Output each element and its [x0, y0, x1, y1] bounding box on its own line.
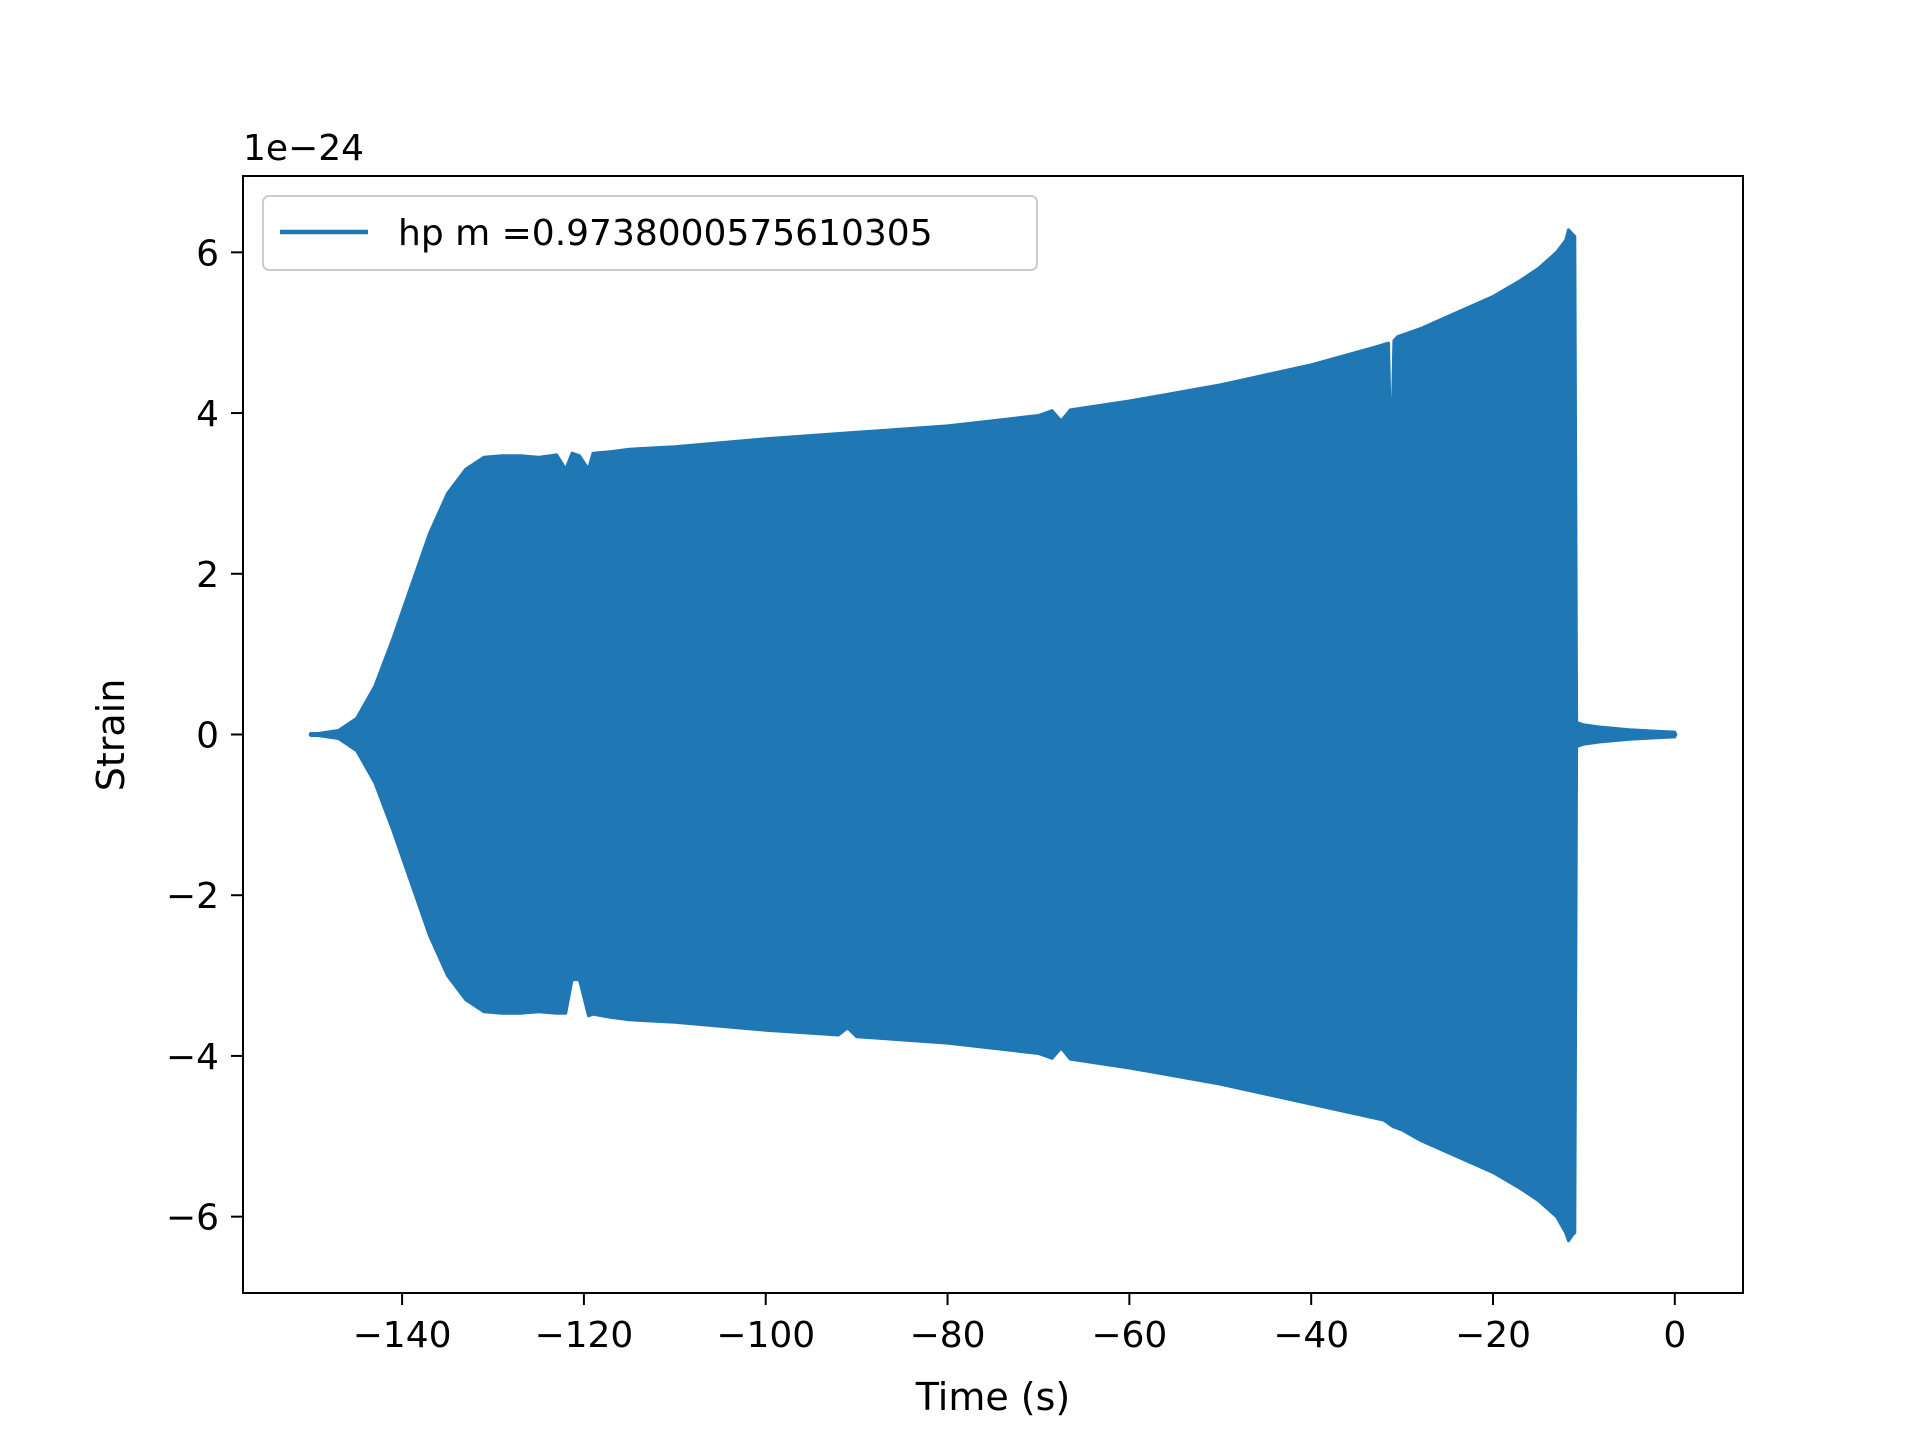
- legend-box: [262, 195, 1038, 271]
- x-tick-label: −20: [1455, 1315, 1531, 1356]
- x-tick-label: −140: [353, 1315, 452, 1356]
- y-tick-label: 0: [196, 716, 219, 757]
- y-axis-label: Strain: [89, 679, 133, 792]
- x-tick-label: −120: [534, 1315, 633, 1356]
- legend-entry-label: hp m =0.9738000575610305: [398, 213, 933, 254]
- y-axis-scale-offset: 1e−24: [243, 128, 364, 169]
- x-axis-ticks: −140 −120 −100 −80 −60 −40 −20 0: [353, 1293, 1686, 1356]
- x-tick-label: −100: [716, 1315, 815, 1356]
- x-tick-label: 0: [1663, 1315, 1686, 1356]
- plot-area: [308, 228, 1678, 1243]
- y-tick-label: −4: [166, 1037, 219, 1078]
- x-tick-label: −80: [910, 1315, 986, 1356]
- x-tick-label: −40: [1273, 1315, 1349, 1356]
- x-tick-label: −60: [1091, 1315, 1167, 1356]
- y-axis-ticks: −6 −4 −2 0 2 4 6: [166, 233, 243, 1239]
- y-tick-label: 4: [196, 394, 219, 435]
- legend: hp m =0.9738000575610305: [262, 195, 1038, 271]
- y-tick-label: −2: [166, 876, 219, 917]
- y-tick-label: −6: [166, 1198, 219, 1239]
- y-tick-label: 2: [196, 555, 219, 596]
- y-tick-label: 6: [196, 233, 219, 274]
- x-axis-label: Time (s): [915, 1375, 1071, 1419]
